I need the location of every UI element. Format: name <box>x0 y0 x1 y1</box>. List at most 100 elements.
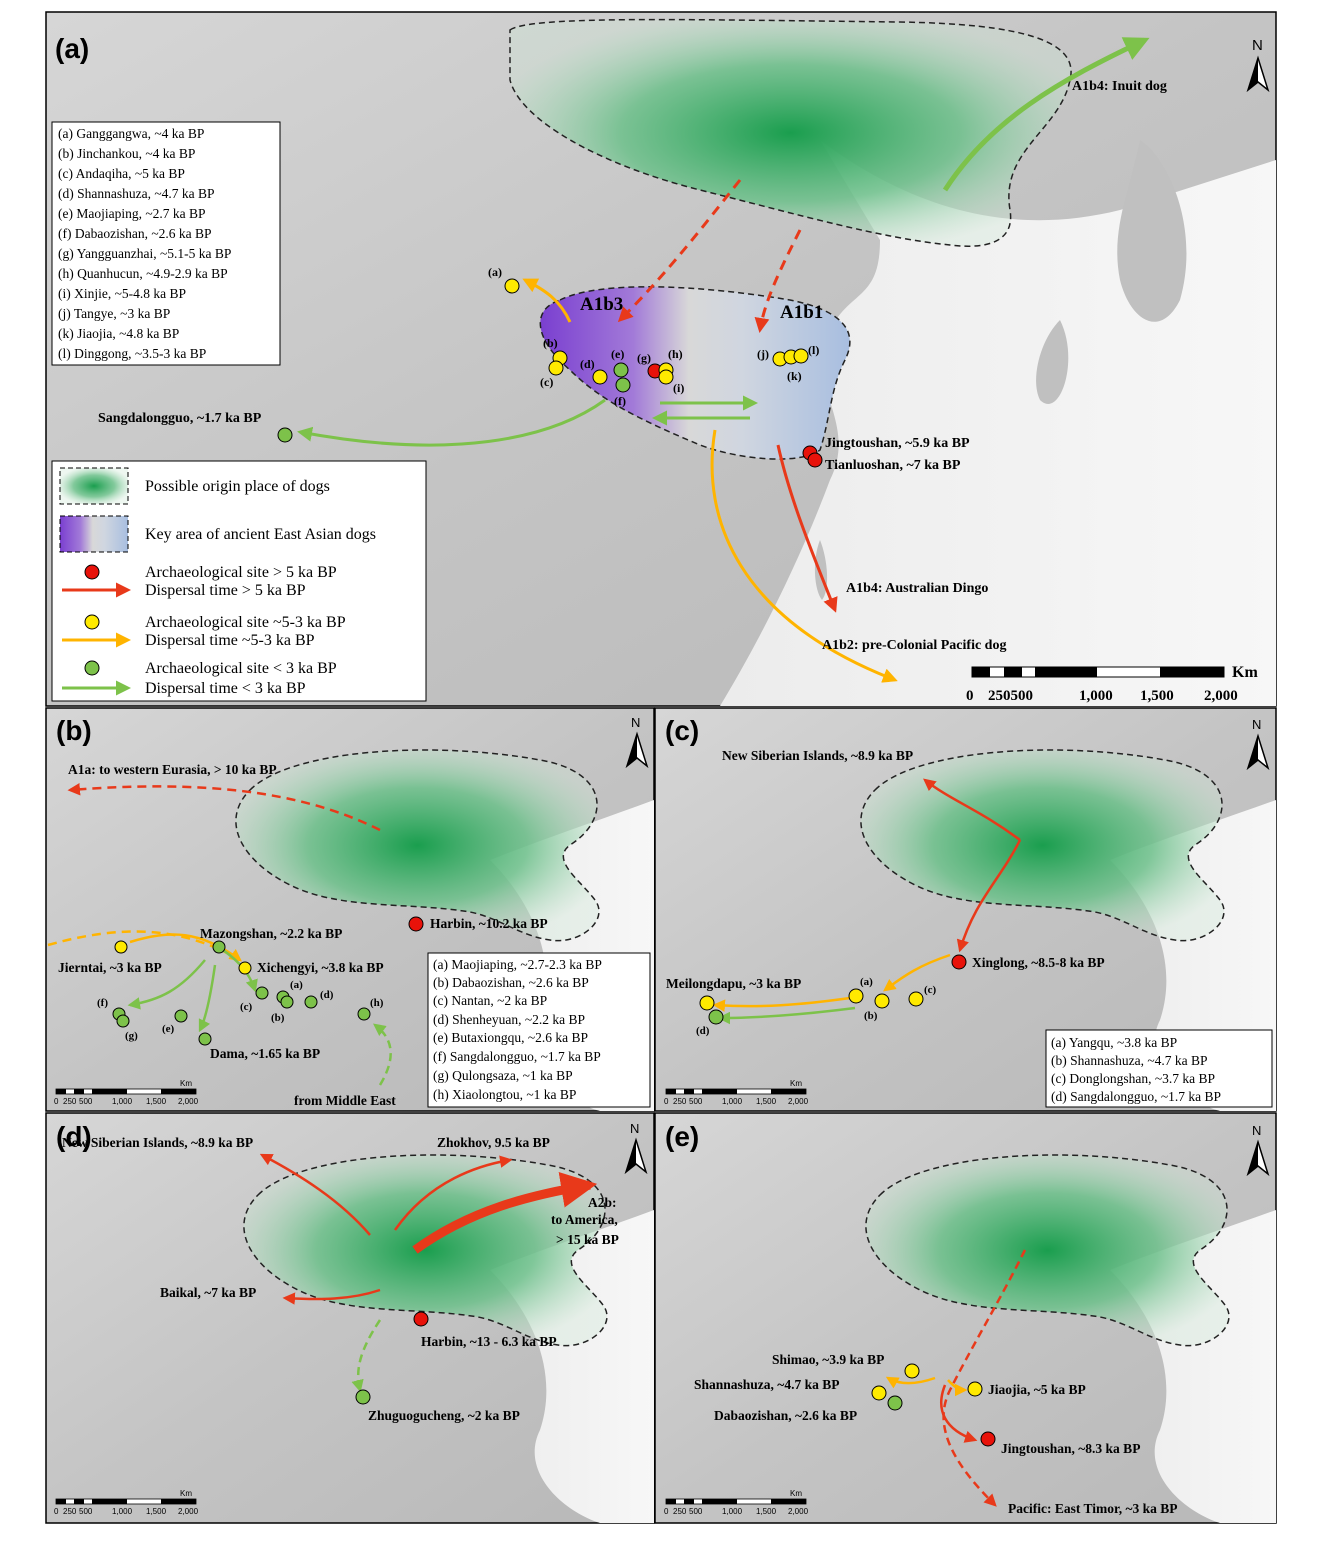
origin-area <box>509 18 1072 247</box>
labels-b: A1a: to western Eurasia, > 10 ka BP Harb… <box>58 762 548 1108</box>
north-label: N <box>1252 717 1261 732</box>
legend-site-yellow <box>84 614 100 630</box>
north-label: N <box>1252 37 1263 54</box>
sites-list-a <box>51 121 281 366</box>
scale-tick: 0 <box>664 1097 669 1106</box>
label-meilongdapu: Meilongdapu, ~3 ka BP <box>666 976 801 991</box>
site-b-b <box>280 995 294 1009</box>
site-mazongshan <box>212 940 226 954</box>
legend-disp-5-3: Dispersal time ~5-3 ka BP <box>145 632 315 649</box>
scale-unit: Km <box>1232 664 1258 681</box>
scale-tick: 0 <box>664 1507 669 1516</box>
site-b-h <box>357 1007 371 1021</box>
sites-list-c-items: (a) Yangqu, ~3.8 ka BP (b) Shannashuza, … <box>1051 1035 1221 1104</box>
site-letter: (e) <box>162 1023 175 1035</box>
sites-list-item: (c) Donglongshan, ~3.7 ka BP <box>1051 1071 1215 1086</box>
site-letter-c: (c) <box>540 375 553 389</box>
key-area <box>539 286 851 460</box>
site-xinglong <box>951 954 967 970</box>
scale-bar-d: Km 0 250 500 1,000 1,500 2,000 <box>54 1489 199 1516</box>
scale-bar-c: Km 0 250 500 1,000 1,500 2,000 <box>664 1079 809 1106</box>
arrow-to-ganggangwa <box>522 278 572 323</box>
site-b-e <box>174 1009 188 1023</box>
label-baikal: Baikal, ~7 ka BP <box>160 1285 256 1300</box>
scale-tick: 0 <box>966 688 974 704</box>
scale-tick: 1,000 <box>722 1097 743 1106</box>
arrow-green-3 <box>198 964 217 1033</box>
site-letter-h: (h) <box>668 347 683 361</box>
site-c <box>548 360 564 376</box>
site-c-c <box>908 991 924 1007</box>
sites-list-item: (e) Butaxiongqu, ~2.6 ka BP <box>433 1030 588 1045</box>
label-nsi: New Siberian Islands, ~8.9 ka BP <box>722 748 913 763</box>
legend-site-gt5: Archaeological site > 5 ka BP <box>145 564 337 581</box>
site-letters-a: (a) (b) (c) (d) (e) (f) (g) (h) (i) (j) … <box>488 265 819 408</box>
sites-list-item: (b) Jinchankou, ~4 ka BP <box>58 146 195 161</box>
site-zhuguogucheng <box>355 1389 371 1405</box>
sites-list-item: (f) Sangdalongguo, ~1.7 ka BP <box>433 1049 601 1064</box>
panel-c-label: (c) <box>665 715 699 746</box>
legend-site-green <box>84 660 100 676</box>
site-letter: (d) <box>320 989 334 1001</box>
site-letter: (h) <box>370 997 384 1009</box>
sites-list-item: (c) Andaqiha, ~5 ka BP <box>58 166 185 181</box>
site-shimao <box>904 1363 920 1379</box>
arrow-green-2 <box>127 959 206 1010</box>
site-jingtoushan <box>980 1431 996 1447</box>
legend-site-red <box>84 564 100 580</box>
scale-bar-e: Km 0 250 500 1,000 1,500 2,000 <box>664 1489 809 1516</box>
site-jiaojia <box>967 1381 983 1397</box>
site-letter: (a) <box>860 976 873 988</box>
label-jingtoushan: Jingtoushan, ~5.9 ka BP <box>825 436 970 451</box>
scale-tick: 0 <box>54 1507 59 1516</box>
scale-unit: Km <box>790 1489 802 1498</box>
label-a2b-time: > 15 ka BP <box>556 1232 619 1247</box>
label-harbin: Harbin, ~13 - 6.3 ka BP <box>421 1334 557 1349</box>
arrow-timor <box>942 1249 1027 1507</box>
scale-tick: 2,000 <box>178 1097 199 1106</box>
site-letter-l: (l) <box>808 343 819 357</box>
sites-list-c <box>1045 1029 1273 1108</box>
legend-site-lt3: Archaeological site < 3 ka BP <box>145 660 337 677</box>
sites-list-item: (e) Maojiaping, ~2.7 ka BP <box>58 206 206 221</box>
arrow-to-shannashuza <box>885 1376 936 1389</box>
scale-unit: Km <box>180 1079 192 1088</box>
site-l <box>793 348 809 364</box>
site-letter: (g) <box>125 1030 138 1042</box>
site-harbin <box>413 1311 429 1327</box>
label-inuit: A1b4: Inuit dog <box>1072 79 1167 94</box>
scale-tick: 250 <box>673 1507 687 1516</box>
site-letter-a: (a) <box>488 265 502 279</box>
scale-tick: 500 <box>79 1097 93 1106</box>
site-letter: (c) <box>924 984 937 996</box>
sites-list-item: (f) Dabaozishan, ~2.6 ka BP <box>58 226 212 241</box>
sites-list-item: (l) Dinggong, ~3.5-3 ka BP <box>58 346 206 361</box>
site-a <box>504 278 520 294</box>
arrow-america <box>412 1171 598 1254</box>
legend-key-area: Key area of ancient East Asian dogs <box>145 526 376 543</box>
site-letter: (d) <box>696 1025 710 1037</box>
site-letter-b: (b) <box>543 336 558 350</box>
site-jierntai <box>114 940 128 954</box>
site-harbin <box>408 916 424 932</box>
scale-tick: 1,000 <box>112 1097 133 1106</box>
scale-unit: Km <box>790 1079 802 1088</box>
scale-tick: 1,000 <box>722 1507 743 1516</box>
site-letter-d: (d) <box>580 357 595 371</box>
sites-list-item: (c) Nantan, ~2 ka BP <box>433 993 547 1008</box>
scale-tick: 0 <box>54 1097 59 1106</box>
site-letters-c: (a) (b) (c) (d) <box>696 976 937 1037</box>
label-xichengyi: Xichengyi, ~3.8 ka BP <box>257 960 384 975</box>
site-xichengyi <box>238 961 252 975</box>
arrow-to-sangdalongguo <box>297 398 606 447</box>
site-letter: (c) <box>240 1001 253 1013</box>
haplogroup-a1b1: A1b1 <box>780 302 823 323</box>
site-letters-b: (a) (b) (c) (d) (e) (f) (g) (h) <box>97 979 384 1042</box>
arrow-inuit <box>942 37 1150 192</box>
sites-list-item: (d) Sangdalongguo, ~1.7 ka BP <box>1051 1089 1221 1104</box>
site-c-d <box>708 1009 724 1025</box>
label-dama: Dama, ~1.65 ka BP <box>210 1046 320 1061</box>
site-letter: (a) <box>290 979 303 991</box>
scale-tick: 1,000 <box>112 1507 133 1516</box>
panel-a-label: (a) <box>55 33 89 64</box>
